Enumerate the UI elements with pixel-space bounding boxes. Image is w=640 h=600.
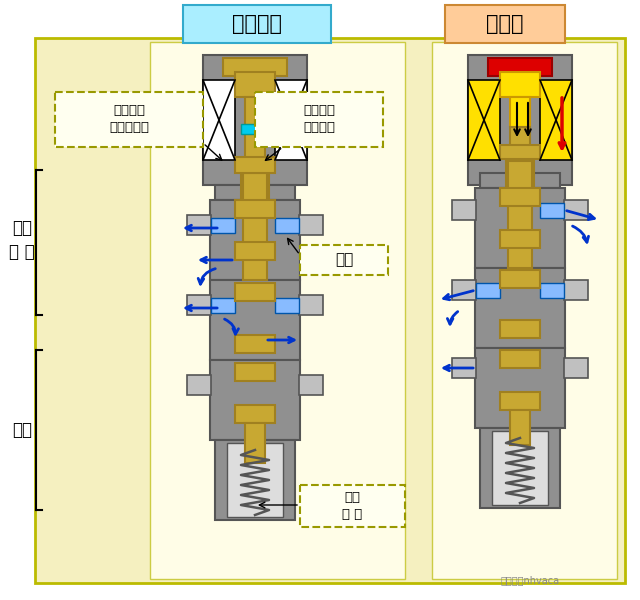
Bar bbox=[492, 431, 548, 505]
Bar bbox=[506, 158, 534, 188]
Bar bbox=[245, 134, 265, 159]
Text: 复位
弹 簧: 复位 弹 簧 bbox=[342, 491, 362, 521]
Bar bbox=[510, 410, 530, 445]
Bar bbox=[235, 200, 275, 218]
Bar bbox=[227, 443, 283, 517]
Bar bbox=[564, 280, 588, 300]
Bar bbox=[488, 58, 552, 76]
FancyBboxPatch shape bbox=[55, 92, 203, 147]
Bar bbox=[500, 270, 540, 288]
Bar bbox=[510, 127, 530, 147]
Bar bbox=[452, 358, 476, 378]
Bar bbox=[500, 72, 540, 97]
Bar bbox=[299, 215, 323, 235]
Bar bbox=[540, 283, 564, 298]
Bar bbox=[468, 55, 572, 185]
Bar bbox=[299, 375, 323, 395]
Bar bbox=[211, 218, 235, 233]
Bar bbox=[275, 298, 299, 313]
FancyBboxPatch shape bbox=[255, 92, 383, 147]
Bar bbox=[235, 157, 275, 173]
Bar bbox=[187, 375, 211, 395]
Text: 阀门: 阀门 bbox=[12, 421, 32, 439]
Bar bbox=[468, 80, 500, 160]
Bar bbox=[500, 320, 540, 338]
Bar bbox=[235, 335, 275, 353]
Bar bbox=[452, 200, 476, 220]
Bar bbox=[510, 97, 530, 127]
Bar bbox=[475, 348, 565, 428]
Bar bbox=[243, 173, 267, 280]
Bar bbox=[432, 42, 617, 579]
Bar bbox=[187, 215, 211, 235]
Bar bbox=[187, 295, 211, 315]
Bar bbox=[445, 5, 565, 43]
Bar bbox=[475, 268, 565, 348]
Bar bbox=[275, 218, 299, 233]
Bar bbox=[210, 280, 300, 360]
Text: 不通电时: 不通电时 bbox=[232, 14, 282, 34]
Bar bbox=[241, 170, 269, 200]
Text: 微信号：nhvaca: 微信号：nhvaca bbox=[500, 575, 559, 585]
Bar bbox=[235, 72, 275, 97]
Bar bbox=[540, 203, 564, 218]
Text: 固定铁心
（铁心）: 固定铁心 （铁心） bbox=[303, 104, 335, 134]
Bar bbox=[203, 80, 235, 160]
Bar bbox=[241, 124, 269, 134]
Bar bbox=[275, 80, 307, 160]
Text: 通电时: 通电时 bbox=[486, 14, 524, 34]
Bar bbox=[215, 440, 295, 520]
Bar bbox=[540, 80, 572, 160]
Bar bbox=[210, 360, 300, 440]
Bar bbox=[500, 230, 540, 248]
Bar bbox=[476, 283, 500, 298]
Bar bbox=[500, 350, 540, 368]
Bar bbox=[480, 428, 560, 508]
Bar bbox=[564, 200, 588, 220]
Bar bbox=[480, 173, 560, 188]
Bar bbox=[235, 242, 275, 260]
Bar bbox=[508, 161, 532, 268]
FancyBboxPatch shape bbox=[300, 245, 388, 275]
Bar bbox=[245, 97, 265, 125]
Bar bbox=[235, 405, 275, 423]
Bar bbox=[500, 188, 540, 206]
Bar bbox=[211, 298, 235, 313]
Bar bbox=[452, 280, 476, 300]
Bar bbox=[150, 42, 405, 579]
Bar bbox=[500, 392, 540, 410]
Bar bbox=[500, 145, 540, 159]
Text: 电磁
线 圈: 电磁 线 圈 bbox=[9, 218, 35, 262]
Bar bbox=[183, 5, 331, 43]
Bar bbox=[245, 423, 265, 463]
Bar bbox=[235, 363, 275, 381]
Bar bbox=[235, 283, 275, 301]
FancyBboxPatch shape bbox=[300, 485, 405, 527]
Text: 线圈: 线圈 bbox=[335, 253, 353, 268]
Bar bbox=[564, 358, 588, 378]
Bar bbox=[299, 295, 323, 315]
Bar bbox=[210, 200, 300, 280]
Text: 可动铁心
（插棒式铁: 可动铁心 （插棒式铁 bbox=[109, 104, 149, 134]
Bar bbox=[223, 58, 287, 76]
Bar bbox=[203, 55, 307, 185]
Bar bbox=[475, 188, 565, 268]
Bar bbox=[215, 185, 295, 200]
